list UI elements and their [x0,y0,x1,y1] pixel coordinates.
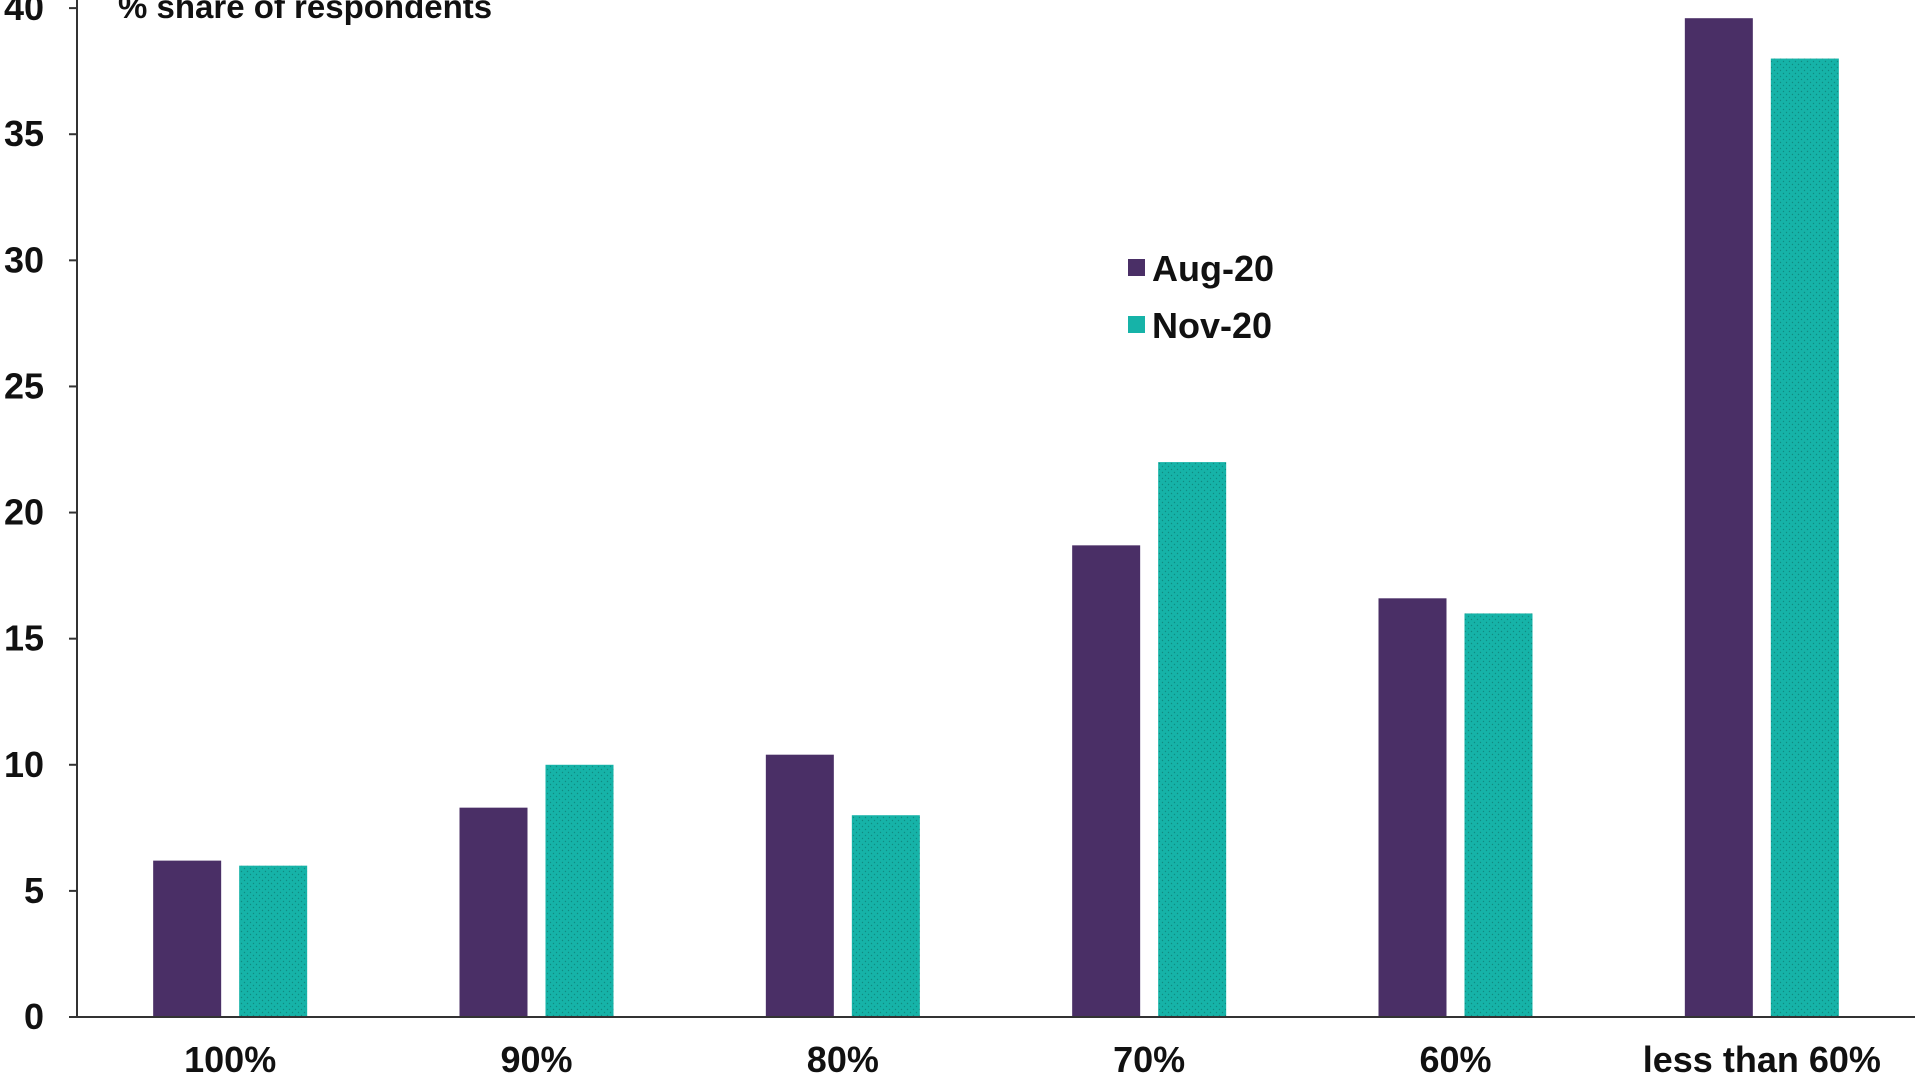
x-category-label: less than 60% [1643,1039,1881,1080]
bar-aug-20-1 [153,860,222,1017]
x-category-label: 70% [1113,1039,1185,1080]
bar-nov-20-1 [239,865,308,1017]
legend-label: Aug-20 [1152,248,1274,289]
y-tick-label: 20 [4,492,44,533]
x-category-label: 100% [184,1039,276,1080]
y-tick-label: 35 [4,113,44,154]
y-tick-label: 30 [4,239,44,280]
bar-nov-20-2 [545,764,614,1017]
x-axis-labels: 100% 90% 80% 70% 60% less than 60% [184,1039,1881,1080]
bar-aug-20-5 [1378,598,1447,1017]
x-category-label: 80% [807,1039,879,1080]
bar-aug-20-3 [765,754,834,1017]
bar-aug-20-4 [1072,545,1141,1017]
bar-aug-20-2 [459,807,528,1017]
bars [153,18,1839,1018]
bar-nov-20-4 [1158,462,1227,1018]
legend-swatch [1128,259,1145,276]
bar-nov-20-3 [851,815,920,1017]
y-axis-ticks: 051015202530354045 [4,0,77,1037]
y-tick-label: 5 [24,870,44,911]
bar-nov-20-6 [1770,58,1839,1018]
x-category-label: 60% [1419,1039,1491,1080]
y-tick-label: 25 [4,365,44,406]
x-category-label: 90% [500,1039,572,1080]
legend-label: Nov-20 [1152,305,1272,346]
bar-aug-20-6 [1684,18,1753,1017]
y-tick-label: 0 [24,996,44,1037]
legend: Aug-20 Nov-20 [1128,248,1274,346]
y-tick-label: 15 [4,618,44,659]
legend-swatch [1128,316,1145,333]
chart-subtitle: % share of respondents [118,0,492,25]
y-tick-label: 10 [4,744,44,785]
y-tick-label: 40 [4,0,44,28]
bar-nov-20-5 [1464,613,1533,1017]
